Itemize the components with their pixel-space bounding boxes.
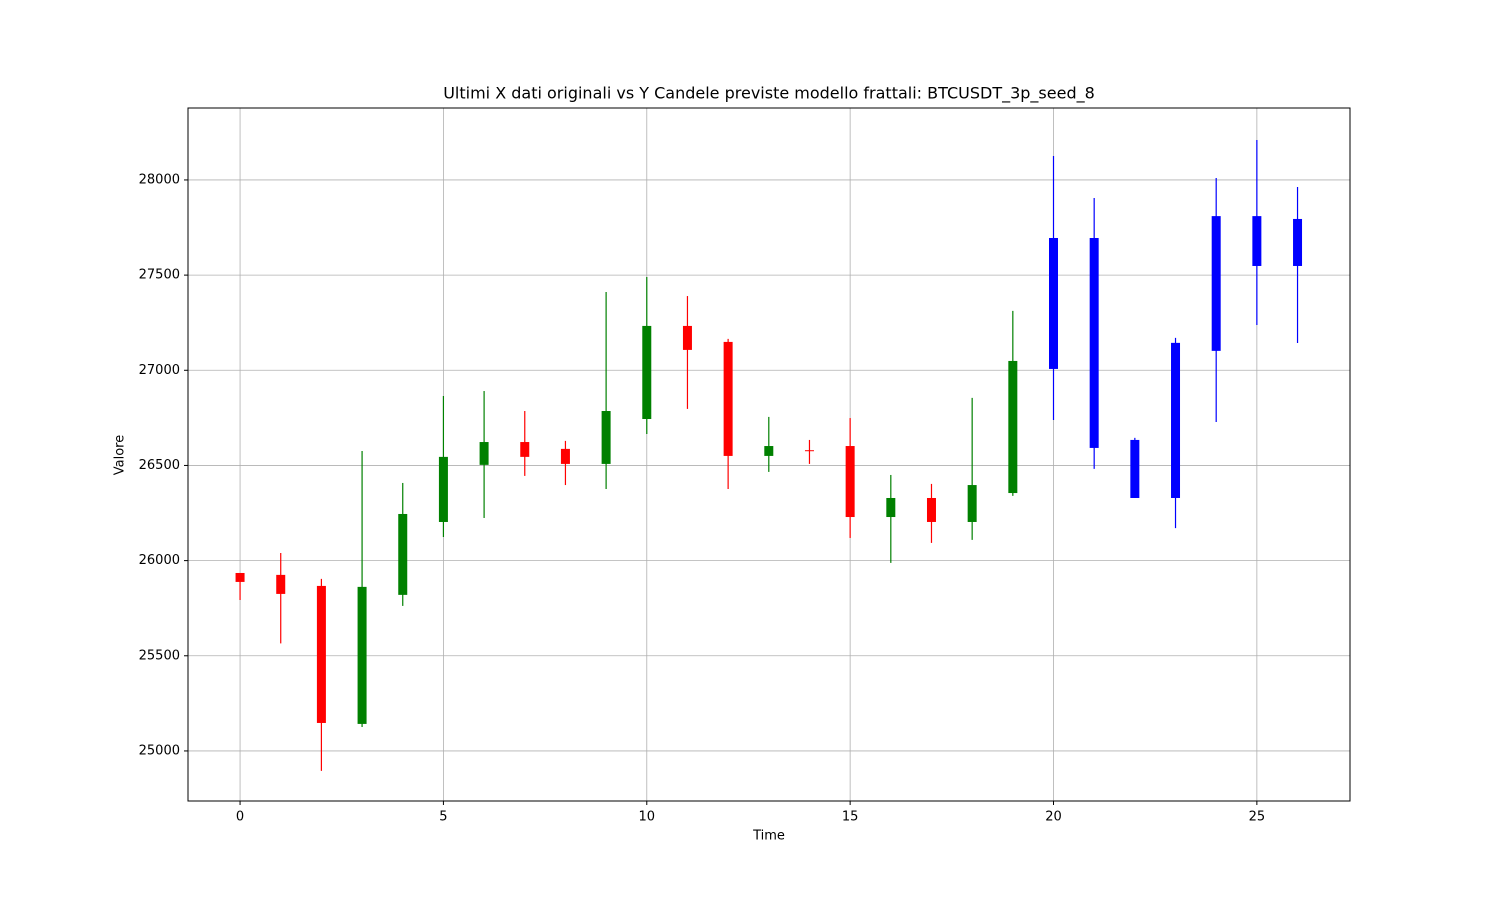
x-tick-label: 10 <box>639 810 656 825</box>
y-tick-label: 25500 <box>139 648 180 663</box>
candle-body <box>926 497 936 522</box>
candle-body <box>357 586 367 724</box>
x-axis-label: Time <box>752 829 785 844</box>
x-tick-label: 25 <box>1249 810 1266 825</box>
candle-body <box>235 572 245 582</box>
candle-body <box>764 446 774 456</box>
candle-body <box>845 446 855 518</box>
candle-body <box>886 497 896 518</box>
candle-body <box>520 442 530 457</box>
candle-body <box>1008 360 1018 494</box>
plot-frame <box>187 107 1351 802</box>
y-tick-label: 25000 <box>139 743 180 758</box>
candle-body <box>723 341 733 456</box>
chart-title: Ultimi X dati originali vs Y Candele pre… <box>443 84 1095 104</box>
candle-body <box>804 450 814 452</box>
x-tick-label: 15 <box>842 810 859 825</box>
candle-body <box>967 485 977 522</box>
candle-body <box>682 325 692 350</box>
candle-body <box>479 442 489 465</box>
x-tick-label: 5 <box>439 810 447 825</box>
y-tick-label: 26500 <box>139 458 180 473</box>
x-tick-label: 0 <box>236 810 244 825</box>
candle-body <box>1049 237 1059 369</box>
y-tick-label: 28000 <box>139 172 180 187</box>
candle-body <box>642 325 652 420</box>
candle-body <box>1171 342 1181 498</box>
candle-body <box>560 448 570 464</box>
y-tick-label: 26000 <box>139 553 180 568</box>
candle-body <box>1293 218 1303 266</box>
candle-body <box>601 411 611 464</box>
y-tick-label: 27000 <box>139 363 180 378</box>
candle-body <box>438 456 448 522</box>
candle-body <box>1130 439 1140 498</box>
candle-body <box>1211 216 1221 351</box>
candle-body <box>276 574 286 594</box>
y-axis-label: Valore <box>113 435 128 475</box>
candle-body <box>1089 237 1099 448</box>
candle-body <box>398 513 408 595</box>
x-tick-label: 20 <box>1045 810 1062 825</box>
y-tick-label: 27500 <box>139 268 180 283</box>
candle-body <box>1252 216 1262 266</box>
candle-body <box>316 585 326 723</box>
